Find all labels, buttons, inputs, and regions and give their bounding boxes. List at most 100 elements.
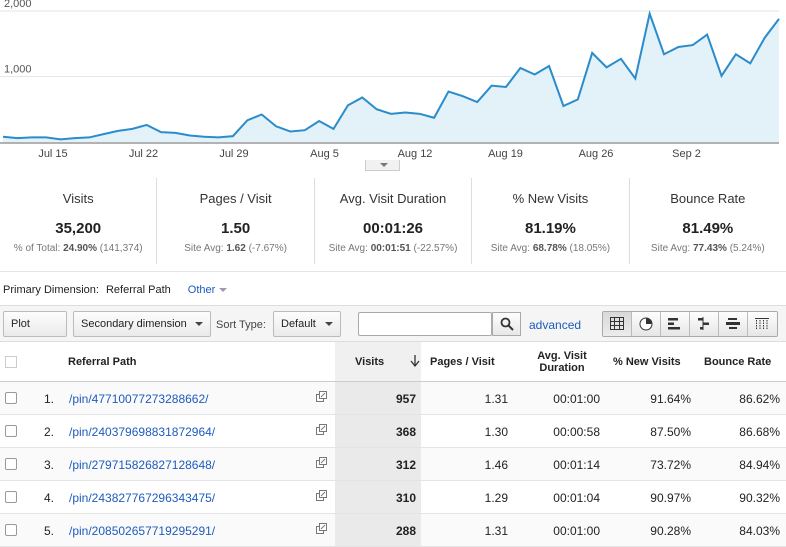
row-checkbox[interactable] [5, 524, 17, 536]
metric-value: 35,200 [55, 220, 102, 237]
metric-label: Visits [62, 191, 94, 206]
row-index: 2. [44, 425, 55, 439]
row-checkbox[interactable] [5, 458, 17, 470]
table-row: 3. /pin/279715826827128648/ 312 1.46 00:… [0, 448, 786, 481]
table-search-input[interactable] [358, 312, 492, 336]
table-toolbar: Plot Rows Secondary dimension Sort Type:… [0, 305, 786, 354]
cell-avg-duration: 00:01:00 [553, 524, 600, 538]
comparison-icon [698, 317, 709, 330]
external-link-icon[interactable] [316, 424, 327, 435]
visits-column-highlight [335, 415, 421, 447]
cell-bounce-rate: 90.32% [739, 491, 780, 505]
search-icon [500, 317, 514, 331]
metric-value: 1.50 [221, 220, 251, 237]
metric-label: % New Visits [512, 191, 589, 206]
dimension-referral-path[interactable]: Referral Path [105, 284, 171, 296]
visits-area [3, 13, 779, 143]
external-link-icon[interactable] [316, 391, 327, 402]
visits-column-highlight [335, 382, 421, 414]
data-table-view-button[interactable] [603, 312, 632, 336]
pie-view-button[interactable] [632, 312, 661, 336]
referral-path-link[interactable]: /pin/279715826827128648/ [69, 458, 216, 472]
header-referral-path[interactable]: Referral Path [68, 356, 137, 368]
term-cloud-view-button[interactable] [719, 312, 748, 336]
row-checkbox[interactable] [5, 425, 17, 437]
cell-pages-per-visit: 1.30 [484, 425, 508, 439]
dimension-bar: Primary Dimension: Referral Path Other [3, 283, 228, 297]
metric-2[interactable]: Avg. Visit Duration 00:01:26 Site Avg: 00:… [315, 178, 473, 264]
dimension-other[interactable]: Other [187, 284, 216, 296]
y-tick-label: 1,000 [4, 64, 32, 76]
plot-rows-button[interactable]: Plot Rows [3, 311, 67, 354]
cell-avg-duration: 00:01:00 [553, 392, 600, 406]
cell-new-visits: 91.64% [650, 392, 691, 406]
cell-visits: 288 [395, 524, 416, 538]
external-link-icon[interactable] [316, 457, 327, 468]
table-header: Referral Path Visits Pages / Visit Avg. … [0, 342, 786, 382]
visits-line [2, 9, 780, 141]
metric-comparison: Site Avg: 1.62 (-7.67%) [184, 243, 287, 254]
external-link-icon[interactable] [316, 490, 327, 501]
external-link-icon[interactable] [316, 523, 327, 534]
cell-new-visits: 90.28% [650, 524, 691, 538]
comparison-view-button[interactable] [690, 312, 719, 336]
pivot-icon [755, 318, 769, 330]
x-tick-label: Aug 5 [310, 148, 339, 160]
row-index: 4. [44, 491, 55, 505]
header-pages-per-visit[interactable]: Pages / Visit [430, 356, 495, 368]
metric-3[interactable]: % New Visits 81.19% Site Avg: 68.78% (18.0… [472, 178, 630, 264]
performance-view-button[interactable] [661, 312, 690, 336]
metric-1[interactable]: Pages / Visit 1.50 Site Avg: 1.62 (-7.67%) [157, 178, 315, 264]
cell-new-visits: 73.72% [650, 458, 691, 472]
metric-comparison: Site Avg: 77.43% (5.24%) [650, 243, 765, 254]
pivot-view-button[interactable] [748, 312, 777, 336]
metric-4[interactable]: Bounce Rate 81.49% Site Avg: 77.43% (5.24%… [630, 178, 786, 264]
cell-bounce-rate: 86.62% [739, 392, 780, 406]
term-cloud-icon [726, 318, 740, 329]
cell-new-visits: 90.97% [650, 491, 691, 505]
header-avg-visit-duration[interactable]: Avg. Visit Duration [537, 350, 587, 374]
summary-metrics: Visits 35,200 % of Total: 24.90% (141,374)… [0, 178, 786, 264]
cell-visits: 957 [395, 392, 416, 406]
cell-visits: 368 [395, 425, 416, 439]
metric-comparison: Site Avg: 68.78% (18.05%) [490, 243, 611, 254]
visits-chart-svg: 1,000 2,000 Jul 15 Jul 22 Jul 29 Aug 5 Aug 12 A… [0, 0, 780, 160]
x-tick-label: Aug 19 [488, 148, 523, 160]
x-tick-label: Aug 12 [398, 148, 433, 160]
referral-path-link[interactable]: /pin/240379698831872964/ [69, 425, 216, 439]
cell-avg-duration: 00:00:58 [553, 425, 600, 439]
chart-expand-handle[interactable] [365, 160, 400, 171]
visits-chart: 1,000 2,000 Jul 15 Jul 22 Jul 29 Aug 5 Aug 12 A… [0, 0, 786, 172]
row-index: 5. [44, 524, 55, 538]
x-tick-label: Jul 22 [129, 148, 158, 160]
chevron-down-icon [195, 322, 203, 326]
visits-column-highlight [335, 448, 421, 480]
header-new-visits[interactable]: % New Visits [613, 356, 681, 368]
referral-path-link[interactable]: /pin/47710077273288662/ [69, 392, 209, 406]
metric-label: Avg. Visit Duration [339, 191, 447, 206]
advanced-filter-link[interactable]: advanced [529, 318, 582, 332]
referral-path-link[interactable]: /pin/208502657719295291/ [69, 524, 216, 538]
cell-pages-per-visit: 1.29 [484, 491, 508, 505]
metric-value: 81.19% [524, 220, 576, 237]
cell-pages-per-visit: 1.31 [484, 392, 508, 406]
cell-bounce-rate: 84.03% [739, 524, 780, 538]
cell-bounce-rate: 84.94% [739, 458, 780, 472]
search-button[interactable] [492, 312, 521, 336]
row-checkbox[interactable] [5, 491, 17, 503]
cell-visits: 310 [395, 491, 416, 505]
secondary-dimension-dropdown[interactable]: Secondary dimension [73, 311, 211, 337]
metric-0[interactable]: Visits 35,200 % of Total: 24.90% (141,374) [0, 178, 158, 264]
table-body: 1. /pin/47710077273288662/ 957 1.31 00:0… [0, 382, 786, 547]
select-all-checkbox[interactable] [5, 356, 17, 368]
other-dropdown-icon [219, 288, 228, 292]
cell-avg-duration: 00:01:04 [553, 491, 600, 505]
cell-pages-per-visit: 1.31 [484, 524, 508, 538]
header-visits[interactable]: Visits [355, 356, 385, 368]
bar-chart-icon [668, 318, 680, 330]
referral-path-link[interactable]: /pin/243827767296343475/ [69, 491, 216, 505]
row-checkbox[interactable] [5, 392, 17, 404]
sort-type-dropdown[interactable]: Default [273, 311, 341, 337]
cell-bounce-rate: 86.68% [739, 425, 780, 439]
header-bounce-rate[interactable]: Bounce Rate [704, 356, 772, 368]
